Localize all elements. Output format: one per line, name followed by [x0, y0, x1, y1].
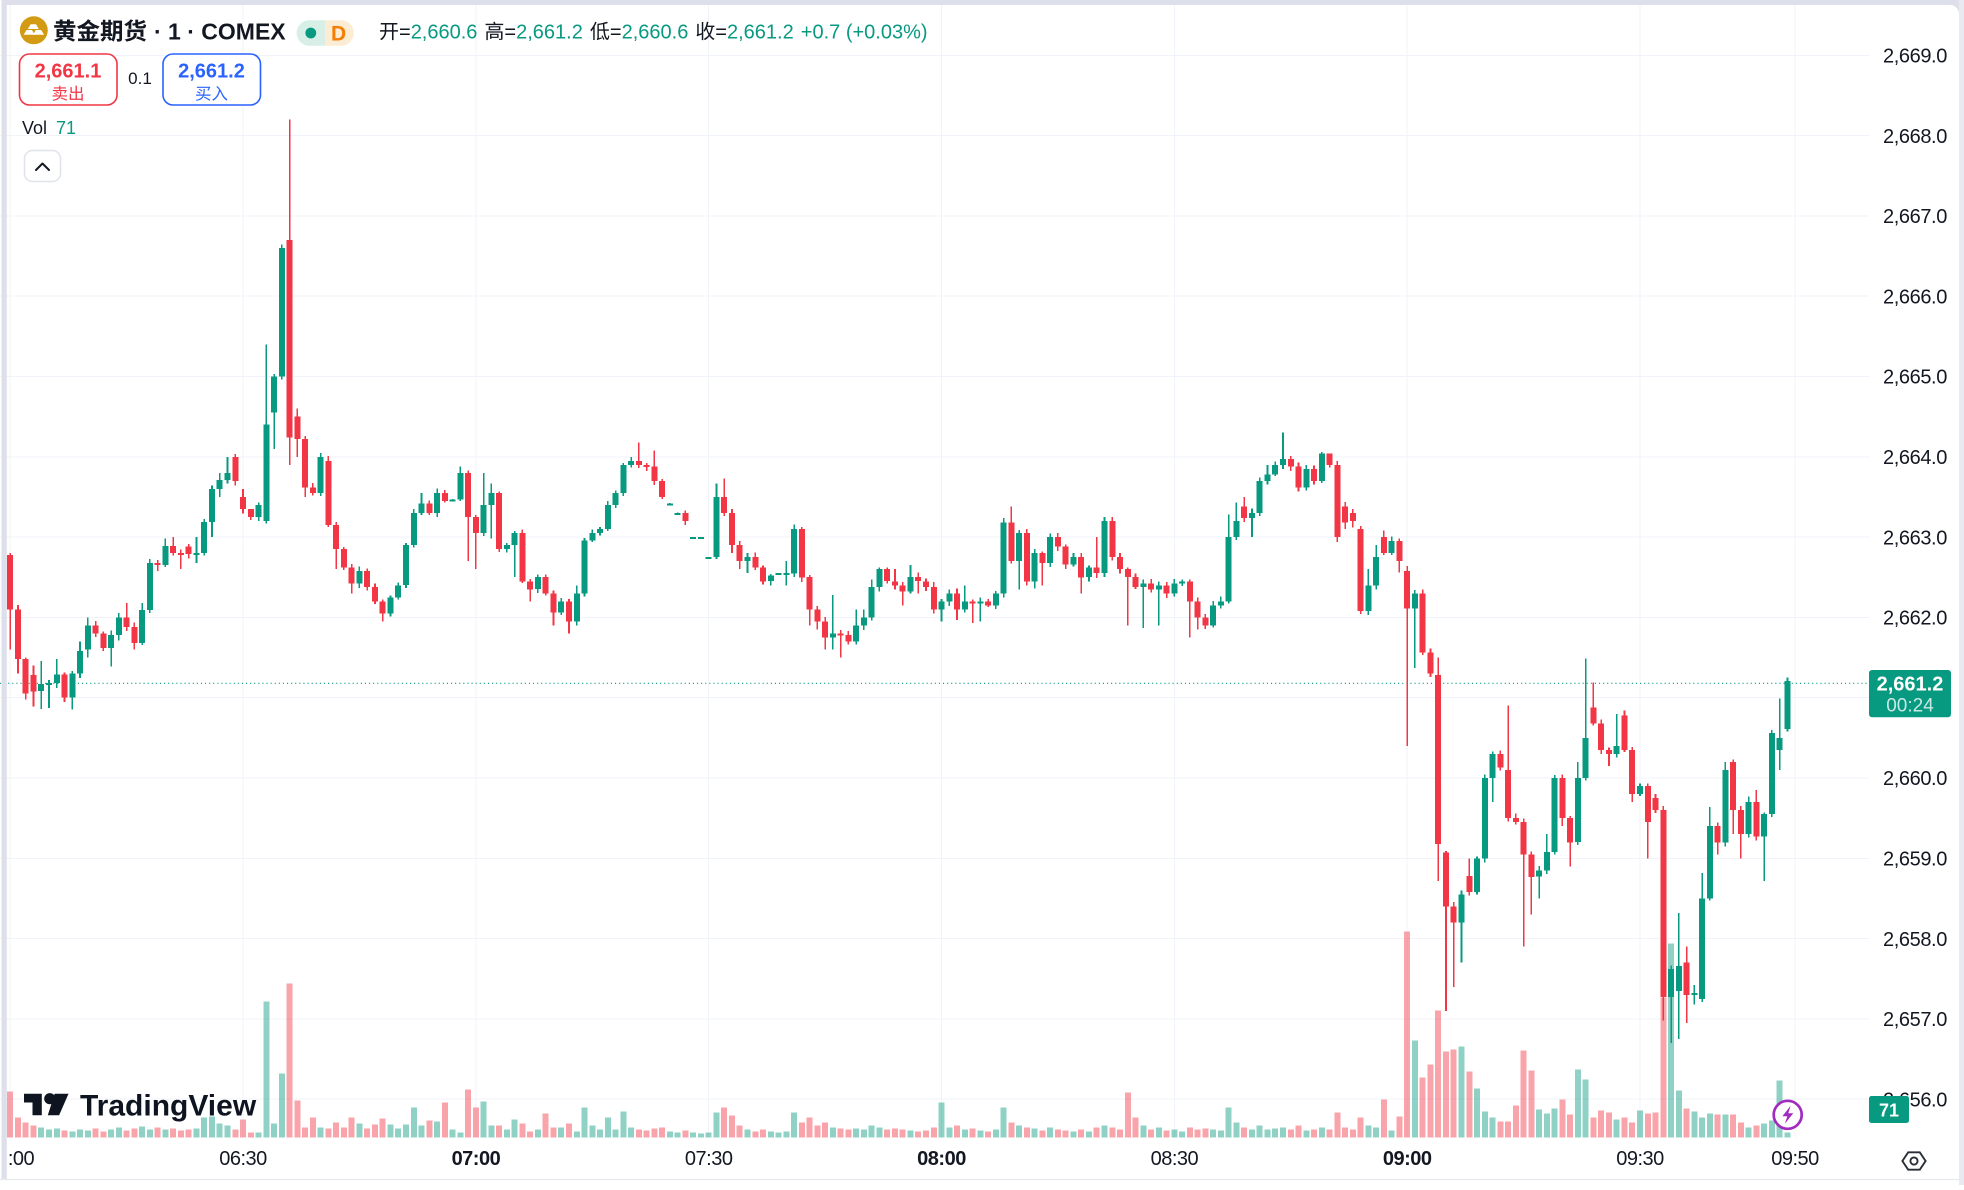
svg-text:08:00: 08:00: [917, 1148, 966, 1170]
svg-text:2,666.0: 2,666.0: [1883, 286, 1947, 308]
svg-text:2,661.2: 2,661.2: [727, 22, 794, 44]
svg-text:2,667.0: 2,667.0: [1883, 206, 1947, 228]
svg-text:2,661.1: 2,661.1: [35, 61, 102, 83]
svg-text:=: =: [399, 22, 411, 44]
svg-text::00: :00: [8, 1148, 35, 1170]
svg-text:71: 71: [56, 118, 76, 138]
svg-text:=: =: [610, 22, 622, 44]
svg-text:2,661.2: 2,661.2: [516, 22, 583, 44]
svg-text:D: D: [331, 23, 346, 46]
svg-text:2,668.0: 2,668.0: [1883, 126, 1947, 148]
svg-text:=: =: [504, 22, 516, 44]
svg-text:2,661.2: 2,661.2: [178, 61, 245, 83]
svg-text:2,658.0: 2,658.0: [1883, 929, 1947, 951]
svg-text:07:30: 07:30: [685, 1148, 733, 1170]
svg-text:2,665.0: 2,665.0: [1883, 367, 1947, 389]
svg-text:00:24: 00:24: [1886, 696, 1934, 717]
svg-text:2,664.0: 2,664.0: [1883, 447, 1947, 469]
svg-text:09:50: 09:50: [1771, 1148, 1819, 1170]
svg-text:Vol: Vol: [22, 118, 47, 138]
svg-text:=: =: [715, 22, 727, 44]
svg-text:08:30: 08:30: [1151, 1148, 1199, 1170]
svg-text:2,659.0: 2,659.0: [1883, 849, 1947, 871]
svg-text:2,660.6: 2,660.6: [411, 22, 478, 44]
svg-text:09:30: 09:30: [1616, 1148, 1664, 1170]
svg-text:2,661.2: 2,661.2: [1877, 674, 1944, 696]
svg-text:· 1 · COMEX: · 1 · COMEX: [154, 19, 286, 45]
svg-text:2,662.0: 2,662.0: [1883, 608, 1947, 630]
svg-text:2,657.0: 2,657.0: [1883, 1009, 1947, 1031]
svg-text:2,669.0: 2,669.0: [1883, 46, 1947, 68]
svg-text:2,663.0: 2,663.0: [1883, 527, 1947, 549]
svg-text:0.1: 0.1: [128, 69, 152, 88]
svg-text:+0.7 (+0.03%): +0.7 (+0.03%): [801, 22, 928, 44]
svg-text:06:30: 06:30: [219, 1148, 267, 1170]
svg-text:07:00: 07:00: [452, 1148, 501, 1170]
svg-text:2,660.6: 2,660.6: [622, 22, 689, 44]
svg-text:2,660.0: 2,660.0: [1883, 768, 1947, 790]
svg-text:TradingView: TradingView: [80, 1090, 257, 1123]
svg-text:09:00: 09:00: [1383, 1148, 1432, 1170]
svg-text:71: 71: [1879, 1101, 1899, 1121]
